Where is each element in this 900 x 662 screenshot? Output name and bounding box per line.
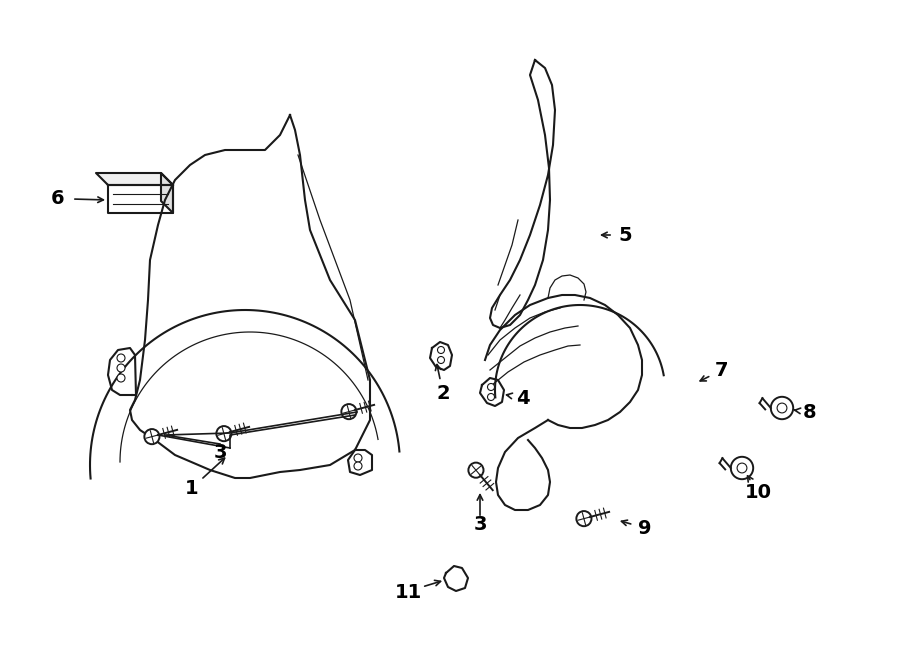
Polygon shape — [430, 342, 452, 370]
Text: 2: 2 — [436, 383, 450, 402]
Polygon shape — [485, 295, 642, 510]
Text: 6: 6 — [51, 189, 65, 207]
Circle shape — [117, 354, 125, 362]
Circle shape — [737, 463, 747, 473]
Circle shape — [354, 454, 362, 462]
Circle shape — [576, 511, 591, 526]
Text: 7: 7 — [716, 361, 729, 379]
Polygon shape — [444, 566, 468, 591]
Circle shape — [144, 429, 159, 444]
Circle shape — [354, 462, 362, 470]
Circle shape — [437, 357, 445, 363]
Circle shape — [770, 397, 793, 419]
Circle shape — [488, 393, 494, 401]
Text: 10: 10 — [744, 483, 771, 502]
Polygon shape — [108, 348, 136, 395]
Text: 8: 8 — [803, 402, 817, 422]
Text: 1: 1 — [185, 479, 199, 498]
Text: 3: 3 — [473, 516, 487, 534]
Text: 5: 5 — [618, 226, 632, 244]
Circle shape — [216, 426, 231, 441]
Circle shape — [437, 346, 445, 354]
Polygon shape — [348, 450, 372, 475]
Polygon shape — [96, 173, 173, 185]
Circle shape — [341, 404, 356, 419]
Polygon shape — [480, 378, 504, 406]
Circle shape — [117, 364, 125, 372]
Circle shape — [468, 463, 483, 478]
Circle shape — [777, 403, 787, 413]
Text: 9: 9 — [638, 518, 652, 538]
Circle shape — [731, 457, 753, 479]
Polygon shape — [130, 115, 370, 478]
Circle shape — [488, 383, 494, 391]
Polygon shape — [490, 60, 555, 328]
Text: 3: 3 — [213, 442, 227, 461]
Text: 11: 11 — [394, 583, 421, 602]
Circle shape — [117, 374, 125, 382]
Polygon shape — [161, 173, 173, 213]
Text: 4: 4 — [517, 389, 530, 408]
Polygon shape — [108, 185, 173, 213]
